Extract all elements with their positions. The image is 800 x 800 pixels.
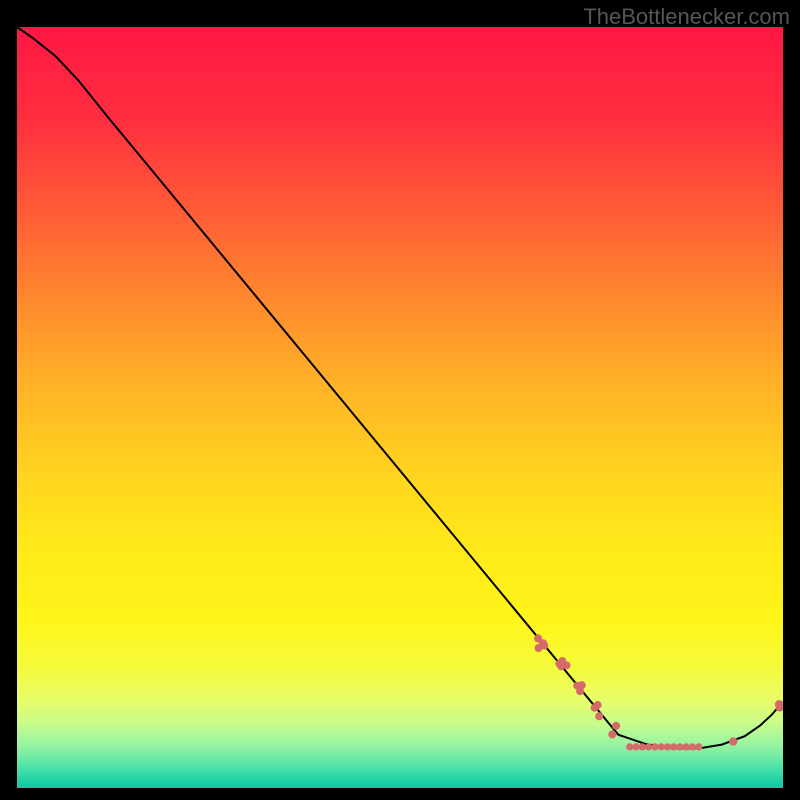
- data-marker: [558, 657, 566, 665]
- plot-area: [17, 27, 783, 788]
- data-marker: [658, 743, 665, 750]
- data-marker: [695, 743, 702, 750]
- data-marker: [612, 722, 620, 730]
- chart-frame: TheBottlenecker.com: [0, 0, 800, 800]
- data-marker: [775, 700, 783, 708]
- gradient-background: [17, 27, 783, 788]
- plot-svg: [17, 27, 783, 788]
- data-marker: [676, 743, 683, 750]
- data-marker: [689, 743, 696, 750]
- data-marker: [534, 634, 542, 642]
- data-marker: [645, 743, 652, 750]
- data-marker: [595, 712, 603, 720]
- data-marker: [591, 704, 599, 712]
- data-marker: [683, 743, 690, 750]
- data-marker: [729, 737, 737, 745]
- data-marker: [651, 743, 658, 750]
- data-marker: [664, 743, 671, 750]
- data-marker: [608, 730, 616, 738]
- data-marker: [626, 743, 633, 750]
- data-marker: [573, 682, 581, 690]
- data-marker: [632, 743, 639, 750]
- data-marker: [670, 743, 677, 750]
- data-marker: [540, 642, 548, 650]
- data-marker: [639, 743, 646, 750]
- watermark-text: TheBottlenecker.com: [583, 4, 790, 30]
